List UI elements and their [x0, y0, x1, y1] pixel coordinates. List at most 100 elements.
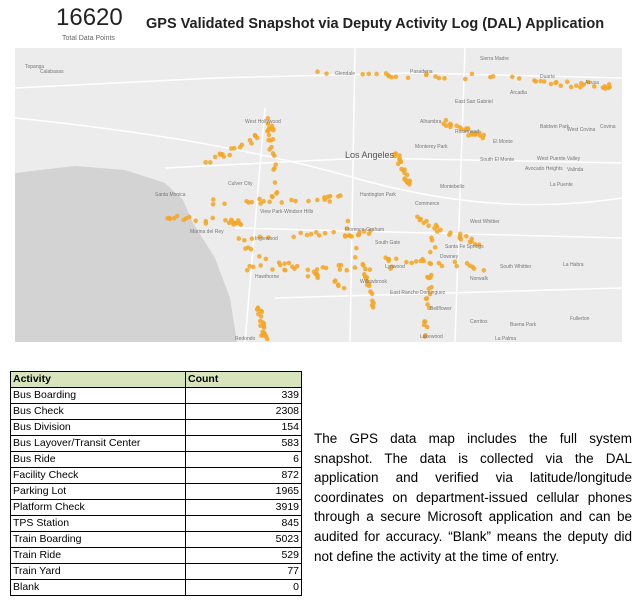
- dot: [181, 217, 186, 223]
- dot: [231, 146, 237, 151]
- dot: [261, 330, 267, 336]
- dot: [267, 199, 272, 205]
- dot: [227, 152, 233, 158]
- dot: [279, 200, 285, 205]
- dot: [261, 325, 267, 330]
- dot: [463, 127, 468, 133]
- table-row: Train Yard 77: [10, 563, 302, 580]
- title: GPS Validated Snapshot via Deputy Activi…: [146, 16, 605, 32]
- dot: [242, 237, 247, 243]
- dot: [271, 127, 276, 133]
- dot: [389, 74, 394, 80]
- dot: [538, 78, 543, 84]
- dot: [292, 266, 297, 272]
- dot: [606, 82, 612, 87]
- dot: [578, 80, 584, 86]
- place-label: Bellflower: [430, 306, 452, 312]
- table-cell: 872: [185, 467, 302, 484]
- table-row: Train Boarding 5023: [10, 531, 302, 548]
- dot: [454, 123, 459, 129]
- dot: [210, 197, 216, 202]
- dot: [249, 141, 254, 146]
- dot: [427, 249, 433, 255]
- dot: [203, 160, 208, 165]
- dot: [389, 264, 395, 270]
- dot: [236, 236, 242, 241]
- place-label: East Rancho Dominguez: [390, 290, 446, 296]
- place-label: Culver City: [228, 181, 253, 187]
- dot: [257, 196, 262, 202]
- place-label: West Whittier: [470, 219, 500, 225]
- dot: [448, 124, 453, 130]
- table-cell: Train Ride: [10, 547, 186, 564]
- dot: [368, 289, 373, 294]
- dot: [273, 162, 278, 167]
- table-cell: 154: [185, 419, 302, 436]
- table-cell: 583: [185, 435, 302, 452]
- dot: [305, 274, 311, 279]
- table-row: TPS Station 845: [10, 515, 302, 532]
- dot: [424, 296, 430, 301]
- table-row: Blank 0: [10, 579, 302, 596]
- dot: [308, 231, 314, 237]
- place-label: Montebello: [440, 184, 465, 190]
- dot: [304, 232, 310, 238]
- table-cell: Blank: [10, 579, 186, 596]
- dot: [488, 74, 493, 80]
- dot: [591, 84, 597, 89]
- dot: [424, 324, 430, 330]
- place-label: Sierra Madre: [480, 56, 509, 62]
- place-label: West Covina: [567, 127, 595, 133]
- dot: [259, 309, 265, 315]
- dot: [472, 132, 478, 138]
- dot: [333, 278, 338, 283]
- dot: [405, 75, 411, 81]
- table-row: Bus Layover/Transit Center 583: [10, 435, 302, 452]
- table-cell: Count: [185, 371, 302, 388]
- table-cell: Activity: [10, 371, 186, 388]
- total-count: 16620: [56, 4, 123, 31]
- dot: [409, 260, 414, 266]
- dot: [425, 302, 430, 307]
- dot: [432, 245, 438, 250]
- dot: [306, 198, 311, 204]
- dot: [342, 234, 348, 239]
- dot: [344, 267, 350, 273]
- dot: [247, 263, 253, 269]
- dot: [425, 274, 430, 280]
- dot: [427, 291, 433, 297]
- table-cell: Train Yard: [10, 563, 186, 580]
- dot: [266, 127, 271, 133]
- dot: [586, 79, 591, 85]
- dot: [269, 123, 275, 129]
- dot: [261, 198, 266, 204]
- dot: [265, 116, 271, 121]
- dot: [432, 226, 437, 231]
- table-cell: 845: [185, 515, 302, 532]
- dot: [464, 261, 470, 266]
- dot: [171, 215, 177, 221]
- dot: [423, 72, 429, 78]
- dot: [289, 197, 294, 203]
- dot: [428, 272, 434, 278]
- dot: [337, 267, 343, 272]
- dot: [426, 223, 431, 228]
- place-label: Avocado Heights: [525, 166, 563, 172]
- dot: [370, 305, 376, 310]
- table-cell: 2308: [185, 403, 302, 420]
- activity-dots: [165, 69, 612, 342]
- dot: [298, 230, 303, 236]
- place-label: Santa Fe Springs: [445, 244, 484, 250]
- dot: [272, 180, 278, 185]
- dot: [267, 147, 272, 152]
- dot: [266, 132, 272, 138]
- dot: [335, 282, 341, 287]
- dot: [193, 218, 198, 224]
- dot: [260, 319, 265, 325]
- place-label: Florence-Graham: [345, 227, 384, 233]
- dot: [510, 74, 515, 80]
- dot: [212, 154, 218, 160]
- dot: [385, 257, 391, 262]
- table-cell: Bus Boarding: [10, 387, 186, 404]
- place-label: Hawthorne: [255, 274, 279, 280]
